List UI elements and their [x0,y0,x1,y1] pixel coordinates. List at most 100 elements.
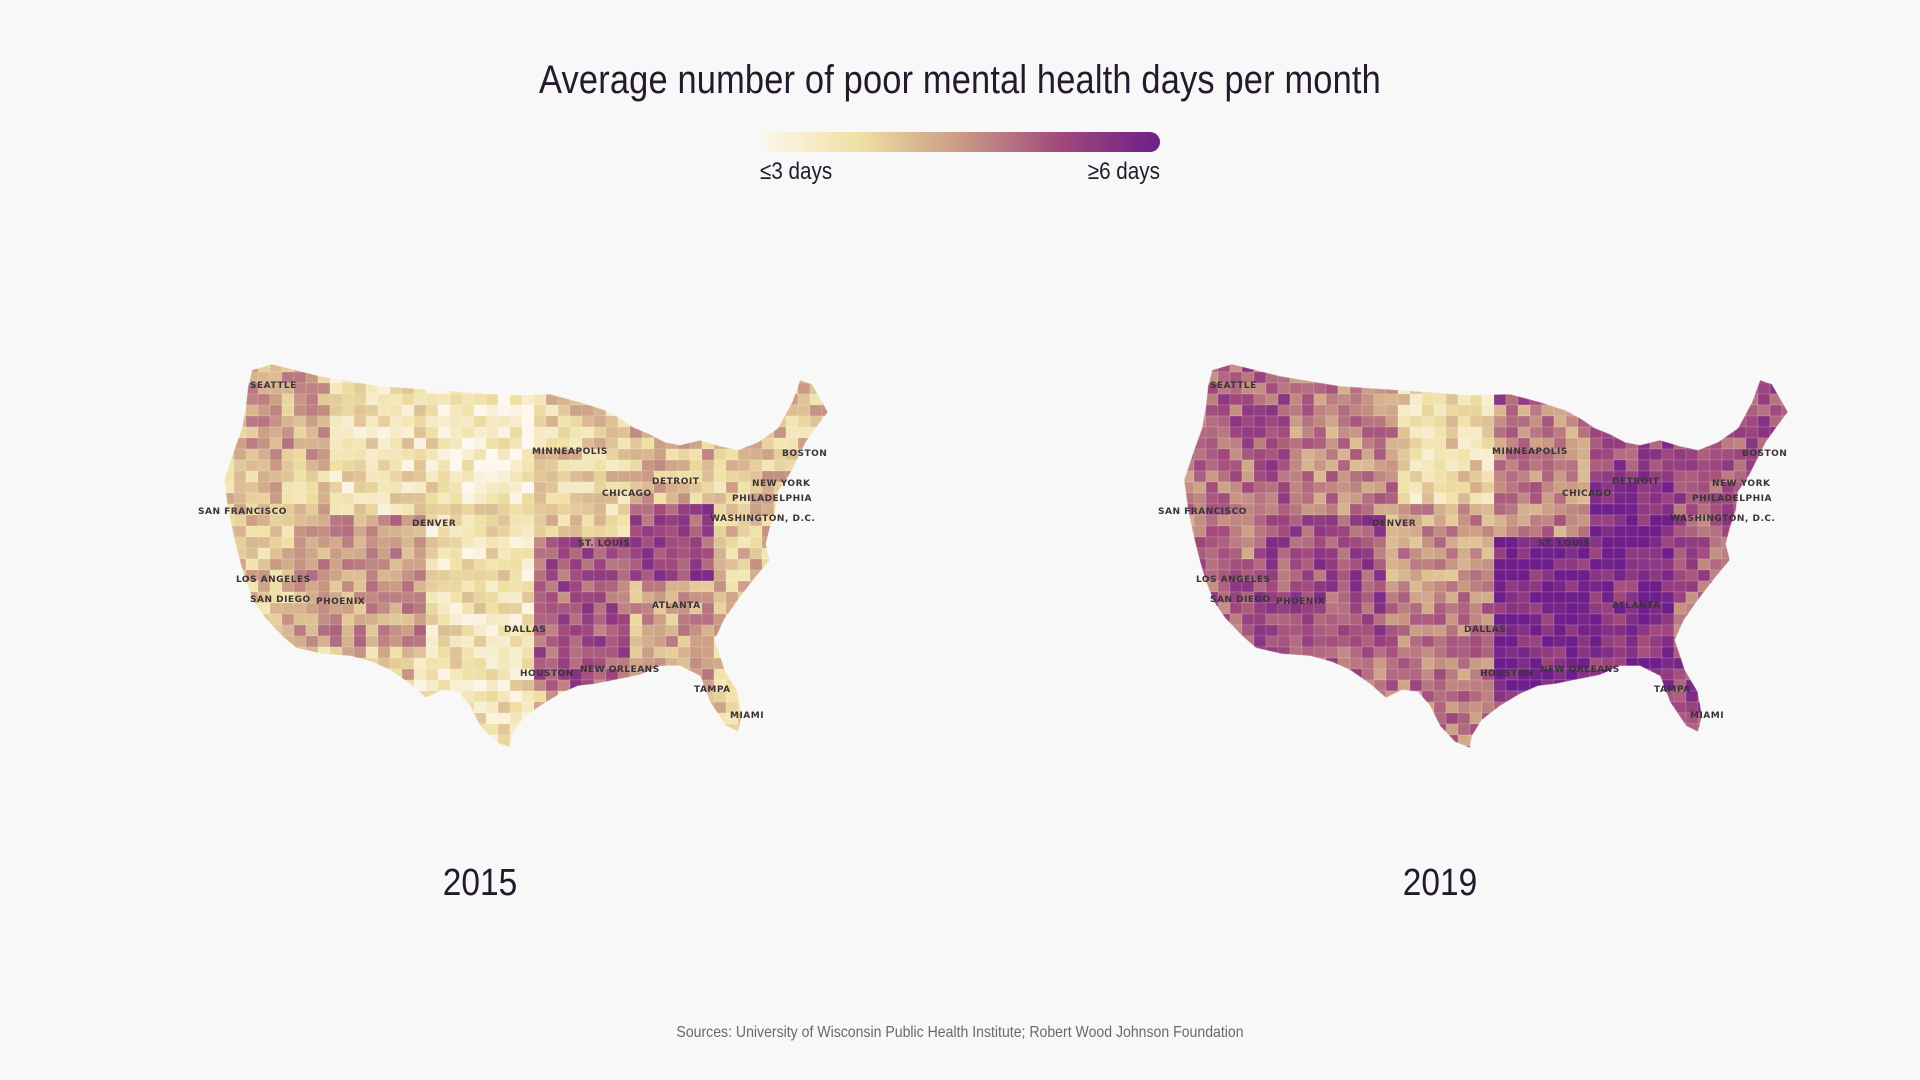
county-cell [1170,735,1182,746]
county-cell [557,657,571,670]
county-cell [1350,757,1362,768]
county-cell [1170,493,1182,504]
county-cell [1409,591,1423,604]
county-cell [1205,635,1219,648]
county-cell [401,657,415,670]
county-cell [677,371,691,384]
county-cell [245,635,259,648]
county-cell [317,481,331,494]
county-cell [749,690,763,703]
county-cell [1637,613,1651,626]
county-cell [1277,635,1291,648]
county-cell [1554,350,1566,361]
county-cell [605,547,619,560]
county-cell [1625,415,1639,428]
county-cell [257,701,271,714]
county-cell [1457,657,1471,670]
county-cell [210,702,222,713]
county-cell [1481,404,1495,417]
county-cell [1565,558,1579,571]
county-cell [1673,371,1687,384]
county-cell [653,536,667,549]
county-cell [1493,404,1507,417]
county-cell [1565,547,1579,560]
county-cell [1385,547,1399,560]
county-cell [1613,514,1627,527]
county-cell [329,624,343,637]
county-cell [1253,404,1267,417]
county-cell [797,657,811,670]
county-cell [245,393,259,406]
county-cell [224,624,235,637]
county-cell [834,581,846,592]
county-cell [641,514,655,527]
county-cell [1673,734,1687,747]
county-cell [581,371,595,384]
county-cell [1193,591,1207,604]
county-cell [1349,393,1363,406]
county-cell [629,470,643,483]
county-cell [1697,679,1711,692]
county-cell [305,448,319,461]
county-cell [1289,569,1303,582]
county-cell [210,383,222,394]
county-cell [798,350,810,361]
county-cell [1553,514,1567,527]
county-cell [281,536,295,549]
county-cell [1493,470,1507,483]
county-cell [821,547,828,560]
county-cell [533,712,547,725]
county-cell [378,350,390,361]
county-cell [509,481,523,494]
county-cell [569,426,583,439]
county-cell [1229,668,1243,681]
county-cell [689,558,703,571]
county-cell [785,635,799,648]
county-cell [545,591,559,604]
county-cell [1541,404,1555,417]
county-cell [701,569,715,582]
county-cell [785,415,799,428]
county-cell [1469,569,1483,582]
county-cell [210,636,222,647]
county-cell [1277,364,1291,373]
county-cell [389,514,403,527]
county-cell [1601,723,1615,736]
county-cell [1721,679,1735,692]
county-cell [1170,394,1182,405]
county-cell [1241,525,1255,538]
county-cell [1769,547,1783,560]
county-cell [1397,536,1411,549]
city-label: NEW ORLEANS [580,665,660,675]
county-cell [245,690,259,703]
county-cell [1253,448,1267,461]
county-cell [1721,558,1735,571]
county-cell [1385,602,1399,615]
county-cell [582,350,594,361]
county-cell [1313,558,1327,571]
county-cell [1637,514,1651,527]
county-cell [1529,415,1543,428]
county-cell [557,426,571,439]
county-cell [1589,591,1603,604]
county-cell [1481,657,1495,670]
county-cell [1325,602,1339,615]
county-cell [773,602,787,615]
county-cell [1481,536,1495,549]
county-cell [1769,437,1783,450]
county-cell [809,459,823,472]
county-cell [1458,350,1470,361]
county-cell [1697,393,1711,406]
county-cell [365,404,379,417]
county-cell [1457,712,1471,725]
county-cell [1265,481,1279,494]
county-cell [822,757,834,768]
county-cell [677,580,691,593]
county-cell [533,393,547,406]
county-cell [1445,734,1459,747]
county-cell [1337,459,1351,472]
county-cell [1757,657,1771,670]
county-cell [305,459,319,472]
county-cell [677,734,691,747]
county-cell [1566,350,1578,361]
